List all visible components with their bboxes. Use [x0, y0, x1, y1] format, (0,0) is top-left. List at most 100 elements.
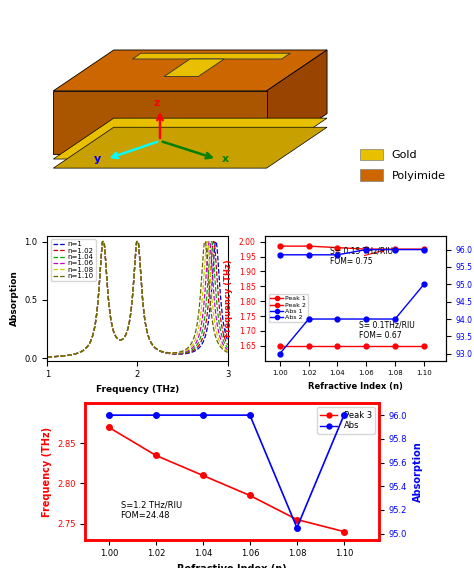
n=1.02: [100, 238, 105, 245]
Abs 2: [335, 316, 340, 323]
n=1.06: [45, 353, 50, 360]
Peak 2: [306, 343, 311, 349]
n=1.06: [100, 238, 105, 245]
n=1.06: [227, 348, 232, 354]
Abs 1: [421, 246, 427, 253]
Peak 1: [421, 246, 427, 253]
Legend: Peak 1, Peak 2, Abs 1, Abs 2: Peak 1, Peak 2, Abs 1, Abs 2: [269, 294, 308, 322]
n=1.10: [76, 349, 82, 356]
n=1.02: [76, 349, 82, 356]
Line: Peak 1: Peak 1: [277, 244, 427, 252]
Polygon shape: [53, 50, 327, 91]
n=1: [122, 333, 128, 340]
Peak 2: [364, 343, 369, 349]
n=1.04: [203, 299, 209, 306]
Peak 1: [364, 246, 369, 253]
n=1.04: [65, 352, 71, 359]
Abs 2: [392, 316, 398, 323]
Peak 3: [153, 452, 159, 459]
n=1.04: [227, 346, 232, 353]
Abs: [341, 412, 347, 419]
Y-axis label: Frequency (THz): Frequency (THz): [42, 427, 52, 516]
n=1.02: [223, 338, 228, 345]
Abs: [294, 524, 300, 531]
n=1.02: [227, 344, 232, 350]
n=1.10: [227, 350, 232, 357]
n=1.04: [223, 342, 228, 349]
n=1.02: [45, 353, 50, 360]
n=1.10: [122, 333, 128, 340]
Peak 2: [335, 343, 340, 349]
Line: Abs: Abs: [106, 412, 346, 531]
Line: Abs 1: Abs 1: [277, 247, 427, 257]
Abs: [200, 412, 206, 419]
Y-axis label: Frequency (THz): Frequency (THz): [224, 260, 233, 337]
Polygon shape: [132, 53, 290, 59]
n=1.06: [114, 335, 120, 342]
n=1: [114, 335, 120, 342]
n=1.04: [114, 335, 120, 342]
Polygon shape: [164, 59, 224, 77]
Text: z: z: [153, 98, 160, 108]
Polygon shape: [53, 118, 327, 159]
Line: n=1.04: n=1.04: [47, 241, 229, 357]
Peak 2: [277, 343, 283, 349]
n=1.04: [100, 238, 105, 245]
n=1.02: [203, 318, 209, 325]
n=1.08: [65, 352, 71, 359]
Abs 1: [277, 252, 283, 258]
n=1.10: [45, 353, 50, 360]
n=1.08: [100, 238, 105, 245]
Abs 2: [364, 316, 369, 323]
Peak 1: [392, 246, 398, 253]
Legend: n=1, n=1.02, n=1.04, n=1.06, n=1.08, n=1.10: n=1, n=1.02, n=1.04, n=1.06, n=1.08, n=1…: [51, 239, 96, 281]
Text: S= 0.1THz/RIU
FOM= 0.67: S= 0.1THz/RIU FOM= 0.67: [359, 321, 415, 340]
Line: n=1.10: n=1.10: [47, 241, 229, 357]
Peak 3: [200, 472, 206, 479]
n=1.06: [203, 270, 209, 277]
n=1.02: [114, 335, 120, 342]
Abs 1: [392, 246, 398, 253]
n=1.06: [76, 349, 82, 356]
n=1.04: [45, 353, 50, 360]
Line: Abs 2: Abs 2: [277, 282, 427, 356]
Line: n=1.06: n=1.06: [47, 241, 229, 357]
n=1.06: [65, 352, 71, 359]
n=1.08: [45, 353, 50, 360]
Abs 2: [277, 350, 283, 357]
Peak 3: [106, 424, 112, 431]
X-axis label: Frequency (THz): Frequency (THz): [96, 385, 179, 394]
n=1.08: [114, 335, 120, 342]
Text: S= 0.15 THz/RIU
FOM= 0.75: S= 0.15 THz/RIU FOM= 0.75: [330, 247, 393, 266]
Peak 3: [341, 528, 347, 535]
Legend: Peak 3, Abs: Peak 3, Abs: [317, 407, 375, 434]
n=1.10: [100, 238, 105, 245]
n=1.02: [122, 333, 128, 340]
n=1: [100, 238, 105, 245]
n=1.04: [122, 333, 128, 340]
Line: Peak 3: Peak 3: [106, 424, 346, 534]
Abs 2: [421, 281, 427, 288]
Polygon shape: [53, 127, 327, 168]
Peak 1: [277, 243, 283, 249]
Polygon shape: [267, 50, 327, 154]
Line: n=1.02: n=1.02: [47, 241, 229, 357]
Legend: Gold, Polyimide: Gold, Polyimide: [356, 144, 450, 185]
Peak 1: [335, 244, 340, 251]
Peak 1: [306, 243, 311, 249]
n=1.02: [65, 352, 71, 359]
Y-axis label: Absorption: Absorption: [10, 270, 19, 326]
n=1: [65, 352, 71, 359]
n=1.08: [223, 346, 228, 353]
Abs: [106, 412, 112, 419]
n=1.06: [223, 345, 228, 352]
n=1.06: [122, 333, 128, 340]
Abs 2: [306, 316, 311, 323]
n=1.08: [203, 241, 209, 248]
Abs: [247, 412, 253, 419]
n=1: [227, 341, 232, 348]
n=1.10: [223, 348, 228, 355]
Line: n=1: n=1: [47, 241, 229, 357]
n=1.08: [122, 333, 128, 340]
Peak 2: [392, 343, 398, 349]
